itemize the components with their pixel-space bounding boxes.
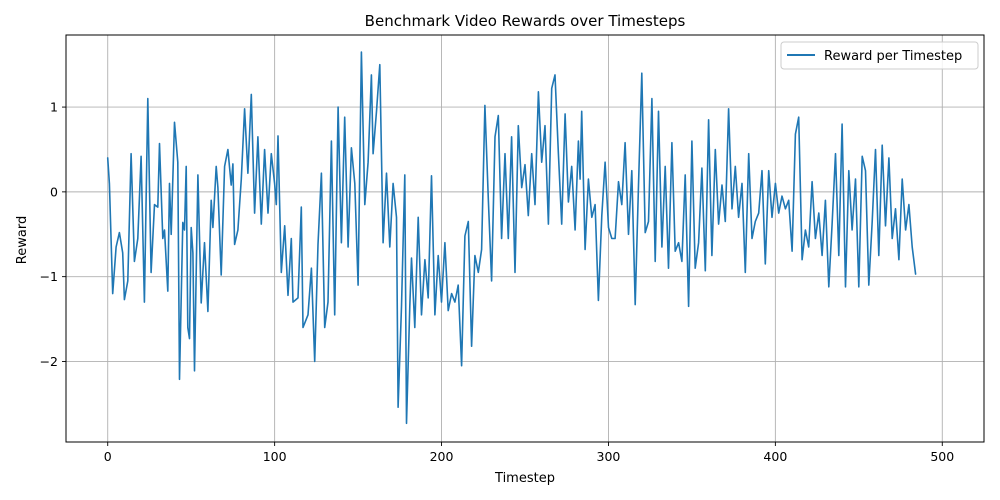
- x-tick-label: 100: [263, 449, 287, 464]
- x-tick-label: 200: [430, 449, 454, 464]
- chart-title: Benchmark Video Rewards over Timesteps: [365, 12, 686, 30]
- x-tick-label: 0: [104, 449, 112, 464]
- legend-label: Reward per Timestep: [824, 49, 962, 64]
- x-tick-label: 300: [597, 449, 621, 464]
- series-line: [106, 51, 917, 425]
- series-layer: [106, 51, 917, 425]
- x-axis-label: Timestep: [494, 471, 555, 486]
- ticks: 0 100 200 300 400 500 −2 −1 0 1: [40, 100, 955, 464]
- legend-box: [780, 41, 979, 70]
- y-tick-label: −1: [40, 269, 58, 284]
- y-tick-label: 1: [50, 100, 58, 115]
- y-tick-label: 0: [50, 184, 58, 199]
- legend: Reward per Timestep: [780, 41, 979, 70]
- y-axis-label: Reward: [15, 216, 30, 264]
- x-tick-label: 400: [763, 449, 787, 464]
- y-tick-label: −2: [40, 354, 58, 369]
- plot-frame: [65, 34, 985, 443]
- grid: [66, 35, 984, 442]
- x-tick-label: 500: [930, 449, 954, 464]
